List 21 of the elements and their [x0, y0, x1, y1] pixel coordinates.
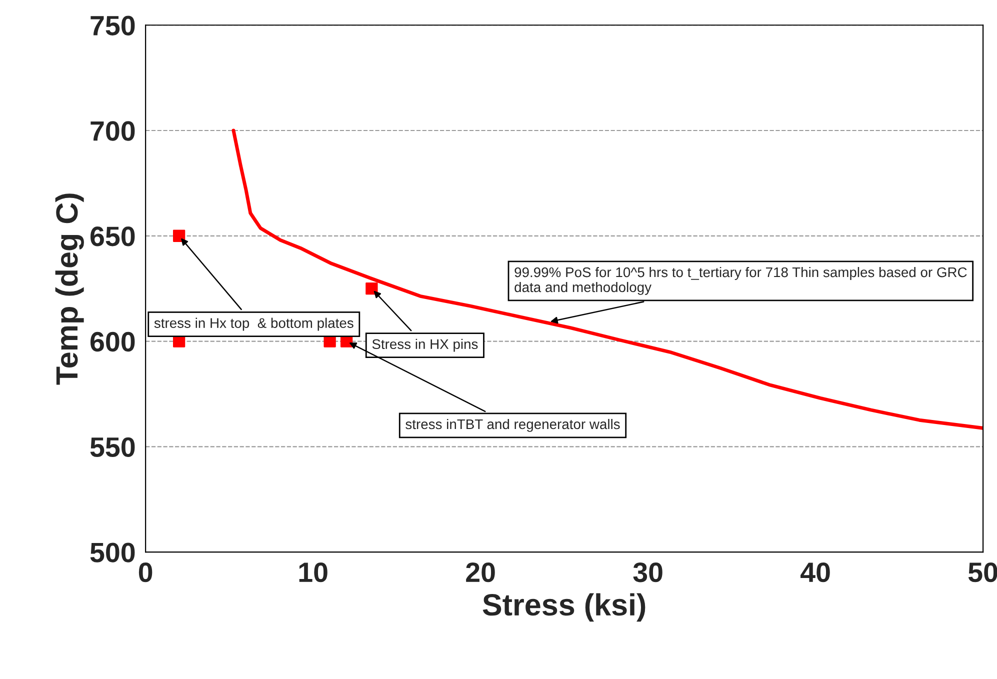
x-tick-label: 10 [299, 562, 328, 582]
y-tick-label: 650 [90, 226, 135, 246]
x-axis-title: Stress (ksi) [482, 593, 646, 622]
y-tick-label: 700 [90, 121, 135, 141]
annotation: Stress in HX pins [372, 338, 478, 352]
x-tick-label: 40 [800, 562, 830, 582]
x-tick-label: 30 [633, 562, 662, 582]
point [172, 230, 186, 242]
x-tick-label: 20 [466, 562, 495, 582]
x-tick-label: 50 [968, 562, 997, 582]
y-tick-label: 600 [90, 332, 135, 352]
line-series [232, 128, 984, 430]
x-tick-label: 0 [138, 562, 152, 582]
annotation: stress in Hx top & bottom plates [154, 318, 354, 331]
y-axis-title: Temp (deg C) [55, 194, 84, 385]
y-tick-label: 500 [90, 542, 135, 562]
annotation: 99.99% PoS for 10^5 hrs to t_tertiary for 718 Thin samples based or GRC data and methodology [514, 266, 967, 295]
y-tick-label: 750 [90, 16, 135, 36]
point [366, 282, 378, 295]
annotation: stress inTBT and regenerator walls [406, 418, 620, 432]
y-tick-label: 550 [90, 437, 135, 457]
